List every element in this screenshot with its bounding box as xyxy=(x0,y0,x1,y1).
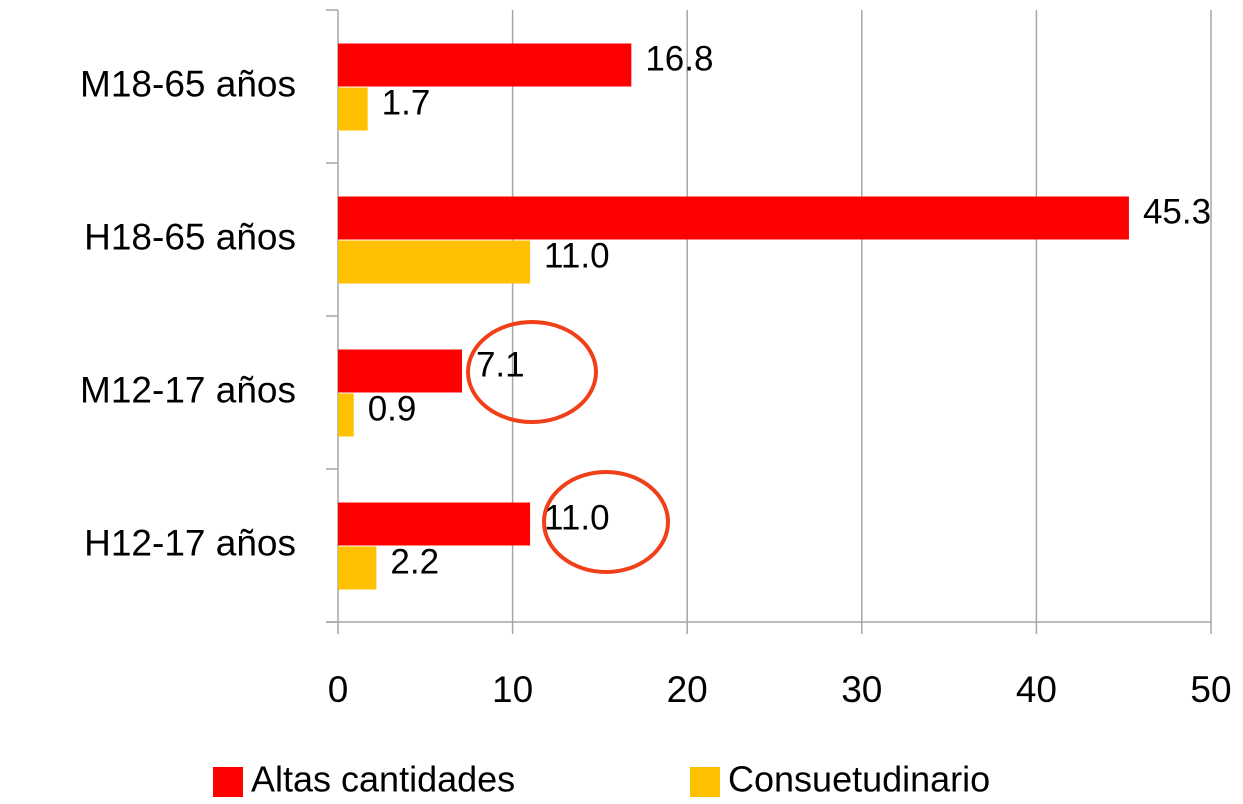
y-tick-label: M18-65 años xyxy=(80,63,296,104)
bar xyxy=(338,349,462,393)
x-tick-label: 10 xyxy=(492,669,533,710)
bar xyxy=(338,87,368,131)
value-label: 2.2 xyxy=(390,542,439,581)
highlight-circle xyxy=(542,470,670,574)
highlight-circle xyxy=(466,320,598,424)
y-tick-label: H18-65 años xyxy=(84,216,296,257)
labels: 0 10 20 30 40 50 M18-65 años 16.8 1.7 H18-65 años… xyxy=(80,39,1232,799)
value-label: 7.1 xyxy=(476,345,525,384)
legend-swatch xyxy=(213,767,243,797)
x-tick-label: 30 xyxy=(841,669,882,710)
x-tick-label: 40 xyxy=(1016,669,1057,710)
value-label: 45.3 xyxy=(1143,192,1211,231)
x-tick-label: 20 xyxy=(667,669,708,710)
bar xyxy=(338,240,531,284)
bar xyxy=(338,43,632,87)
value-label: 11.0 xyxy=(544,498,610,537)
legend-swatch xyxy=(690,767,720,797)
value-label: 0.9 xyxy=(368,389,417,428)
x-tick-label: 50 xyxy=(1190,669,1231,710)
bars xyxy=(338,43,1129,590)
x-tick-label: 0 xyxy=(328,669,349,710)
y-tick-label: M12-17 años xyxy=(80,369,296,410)
bar xyxy=(338,196,1129,240)
bar xyxy=(338,393,354,437)
legend-label: Altas cantidades xyxy=(251,759,515,800)
value-label: 16.8 xyxy=(645,39,713,78)
y-tick-label: H12-17 años xyxy=(84,522,296,563)
bar xyxy=(338,546,377,590)
value-label: 1.7 xyxy=(382,83,431,122)
legend-label: Consuetudinario xyxy=(728,759,990,800)
bar xyxy=(338,502,531,546)
value-label: 11.0 xyxy=(544,236,610,275)
